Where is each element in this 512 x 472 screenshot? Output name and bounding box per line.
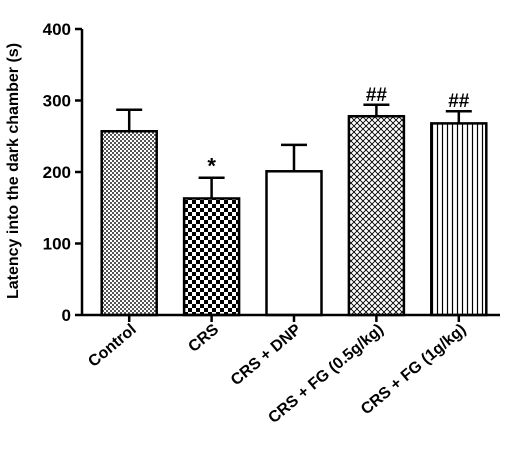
significance-label: ## <box>448 91 470 112</box>
y-tick-label: 400 <box>43 20 71 39</box>
bar-group: ## <box>430 91 488 317</box>
y-tick-label: 0 <box>62 306 71 325</box>
y-tick-label: 200 <box>43 163 71 182</box>
y-axis: 0 100 200 300 400 <box>43 20 84 325</box>
bar-group: * <box>182 154 241 317</box>
bars-group: * ## ## <box>100 85 488 317</box>
y-tick-label: 100 <box>43 235 71 254</box>
y-axis-title: Latency into the dark chamber (s) <box>5 43 22 299</box>
x-tick-label: Control <box>85 321 139 371</box>
bar-group <box>265 143 323 317</box>
bar <box>265 170 323 317</box>
significance-label: * <box>207 154 216 179</box>
bar <box>347 114 406 317</box>
bar-group: ## <box>347 85 406 317</box>
x-tick-label: CRS + DNP <box>228 321 305 389</box>
bar-group <box>100 108 158 317</box>
x-tick-label: CRS <box>185 321 222 356</box>
y-tick-label: 300 <box>43 92 71 111</box>
significance-label: ## <box>366 85 388 106</box>
bar <box>430 122 488 317</box>
bar <box>100 129 158 317</box>
bar <box>182 197 241 317</box>
